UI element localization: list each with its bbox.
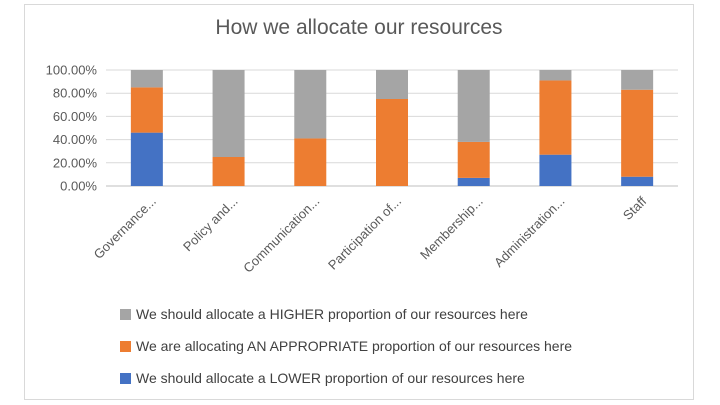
- bar-segment-higher[interactable]: [212, 70, 245, 157]
- bar-segment-higher[interactable]: [294, 70, 327, 139]
- x-tick-label: Staff: [620, 193, 650, 223]
- bar-segment-lower[interactable]: [130, 132, 163, 186]
- legend-swatch: [120, 309, 131, 320]
- x-tick-label: Communication...: [240, 194, 322, 276]
- y-tick-label: 60.00%: [53, 109, 98, 124]
- x-tick-label: Governance...: [91, 194, 159, 262]
- chart-title: How we allocate our resources: [215, 16, 503, 39]
- bar-segment-appropriate[interactable]: [539, 80, 572, 155]
- bar-segment-appropriate[interactable]: [212, 157, 245, 186]
- bar-segment-appropriate[interactable]: [621, 89, 654, 177]
- x-tick-label: Membership...: [417, 194, 486, 263]
- legend-swatch: [120, 341, 131, 352]
- legend-swatch: [120, 373, 131, 384]
- bar-segment-lower[interactable]: [621, 176, 654, 186]
- bar-segment-appropriate[interactable]: [130, 87, 163, 133]
- y-tick-label: 20.00%: [53, 155, 98, 170]
- x-tick-label: Participation of...: [325, 194, 404, 273]
- bar-segment-higher[interactable]: [621, 70, 654, 90]
- bar-segment-lower[interactable]: [539, 154, 572, 186]
- x-tick-label: Policy and...: [180, 194, 241, 255]
- legend-label: We are allocating AN APPROPRIATE proport…: [136, 338, 572, 354]
- x-tick-label: Administration...: [491, 194, 568, 271]
- bar-segment-appropriate[interactable]: [457, 141, 490, 178]
- y-tick-label: 100.00%: [46, 63, 98, 78]
- bar-segment-appropriate[interactable]: [376, 99, 408, 186]
- y-tick-label: 80.00%: [53, 86, 98, 101]
- legend-label: We should allocate a HIGHER proportion o…: [136, 306, 528, 322]
- bar-segment-lower[interactable]: [457, 177, 490, 186]
- bar-segment-higher[interactable]: [376, 70, 408, 99]
- legend-label: We should allocate a LOWER proportion of…: [136, 370, 525, 386]
- bar-segment-appropriate[interactable]: [294, 138, 327, 186]
- bar-segment-higher[interactable]: [130, 70, 163, 88]
- bar-segment-higher[interactable]: [539, 70, 572, 81]
- y-tick-label: 0.00%: [60, 179, 97, 194]
- y-tick-label: 40.00%: [53, 132, 98, 147]
- bar-segment-higher[interactable]: [457, 70, 490, 142]
